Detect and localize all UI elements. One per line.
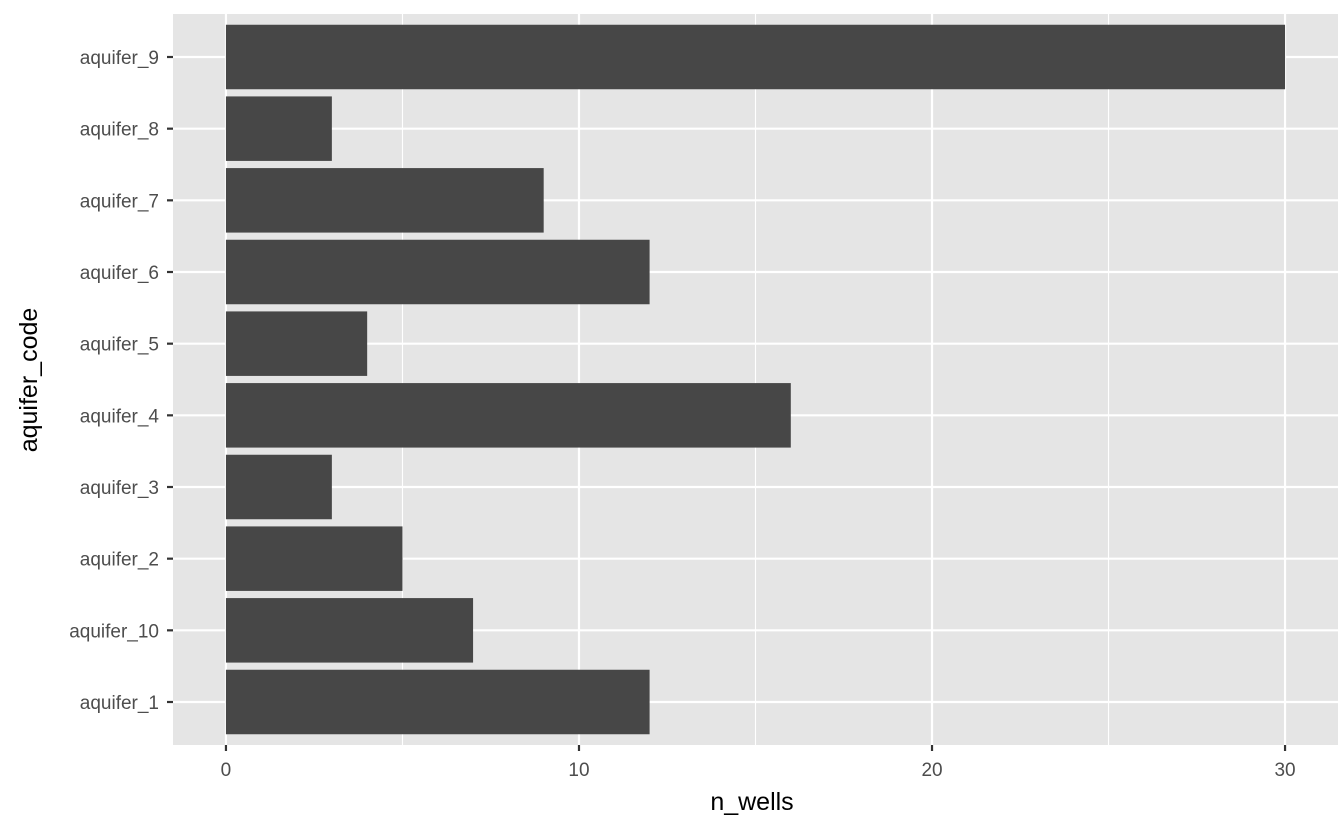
bar-aquifer_8 — [225, 96, 332, 161]
x-axis-title: n_wells — [710, 788, 793, 816]
y-tick-label: aquifer_3 — [80, 478, 159, 499]
x-tick-label: 10 — [568, 760, 589, 781]
y-tick-label: aquifer_8 — [80, 120, 159, 141]
bar-aquifer_2 — [225, 526, 403, 591]
y-tick-label: aquifer_9 — [80, 48, 159, 69]
bar-aquifer_9 — [225, 24, 1286, 90]
y-tick-label: aquifer_6 — [80, 263, 159, 284]
bar-aquifer_1 — [225, 669, 650, 735]
x-tick-label: 30 — [1274, 760, 1295, 781]
x-axis: 0 10 20 30 — [221, 745, 1296, 781]
y-axis-title: aquifer_code — [15, 308, 43, 453]
y-tick-label: aquifer_2 — [80, 550, 159, 571]
bars — [225, 24, 1286, 735]
y-tick-label: aquifer_1 — [80, 693, 159, 714]
bar-aquifer_4 — [225, 383, 791, 448]
bar-aquifer_5 — [225, 311, 368, 376]
y-axis: aquifer_1 aquifer_10 aquifer_2 aquifer_3 aqu… — [69, 48, 173, 714]
y-tick-label: aquifer_5 — [80, 335, 159, 356]
y-tick-label: aquifer_10 — [69, 621, 159, 642]
y-tick-label: aquifer_7 — [80, 191, 159, 212]
bar-aquifer_6 — [225, 239, 650, 305]
bar-aquifer_10 — [225, 598, 474, 663]
x-tick-label: 20 — [921, 760, 942, 781]
x-tick-label: 0 — [221, 760, 232, 781]
bar-aquifer_3 — [225, 454, 332, 520]
y-tick-label: aquifer_4 — [80, 406, 160, 427]
bar-aquifer_7 — [225, 168, 544, 233]
